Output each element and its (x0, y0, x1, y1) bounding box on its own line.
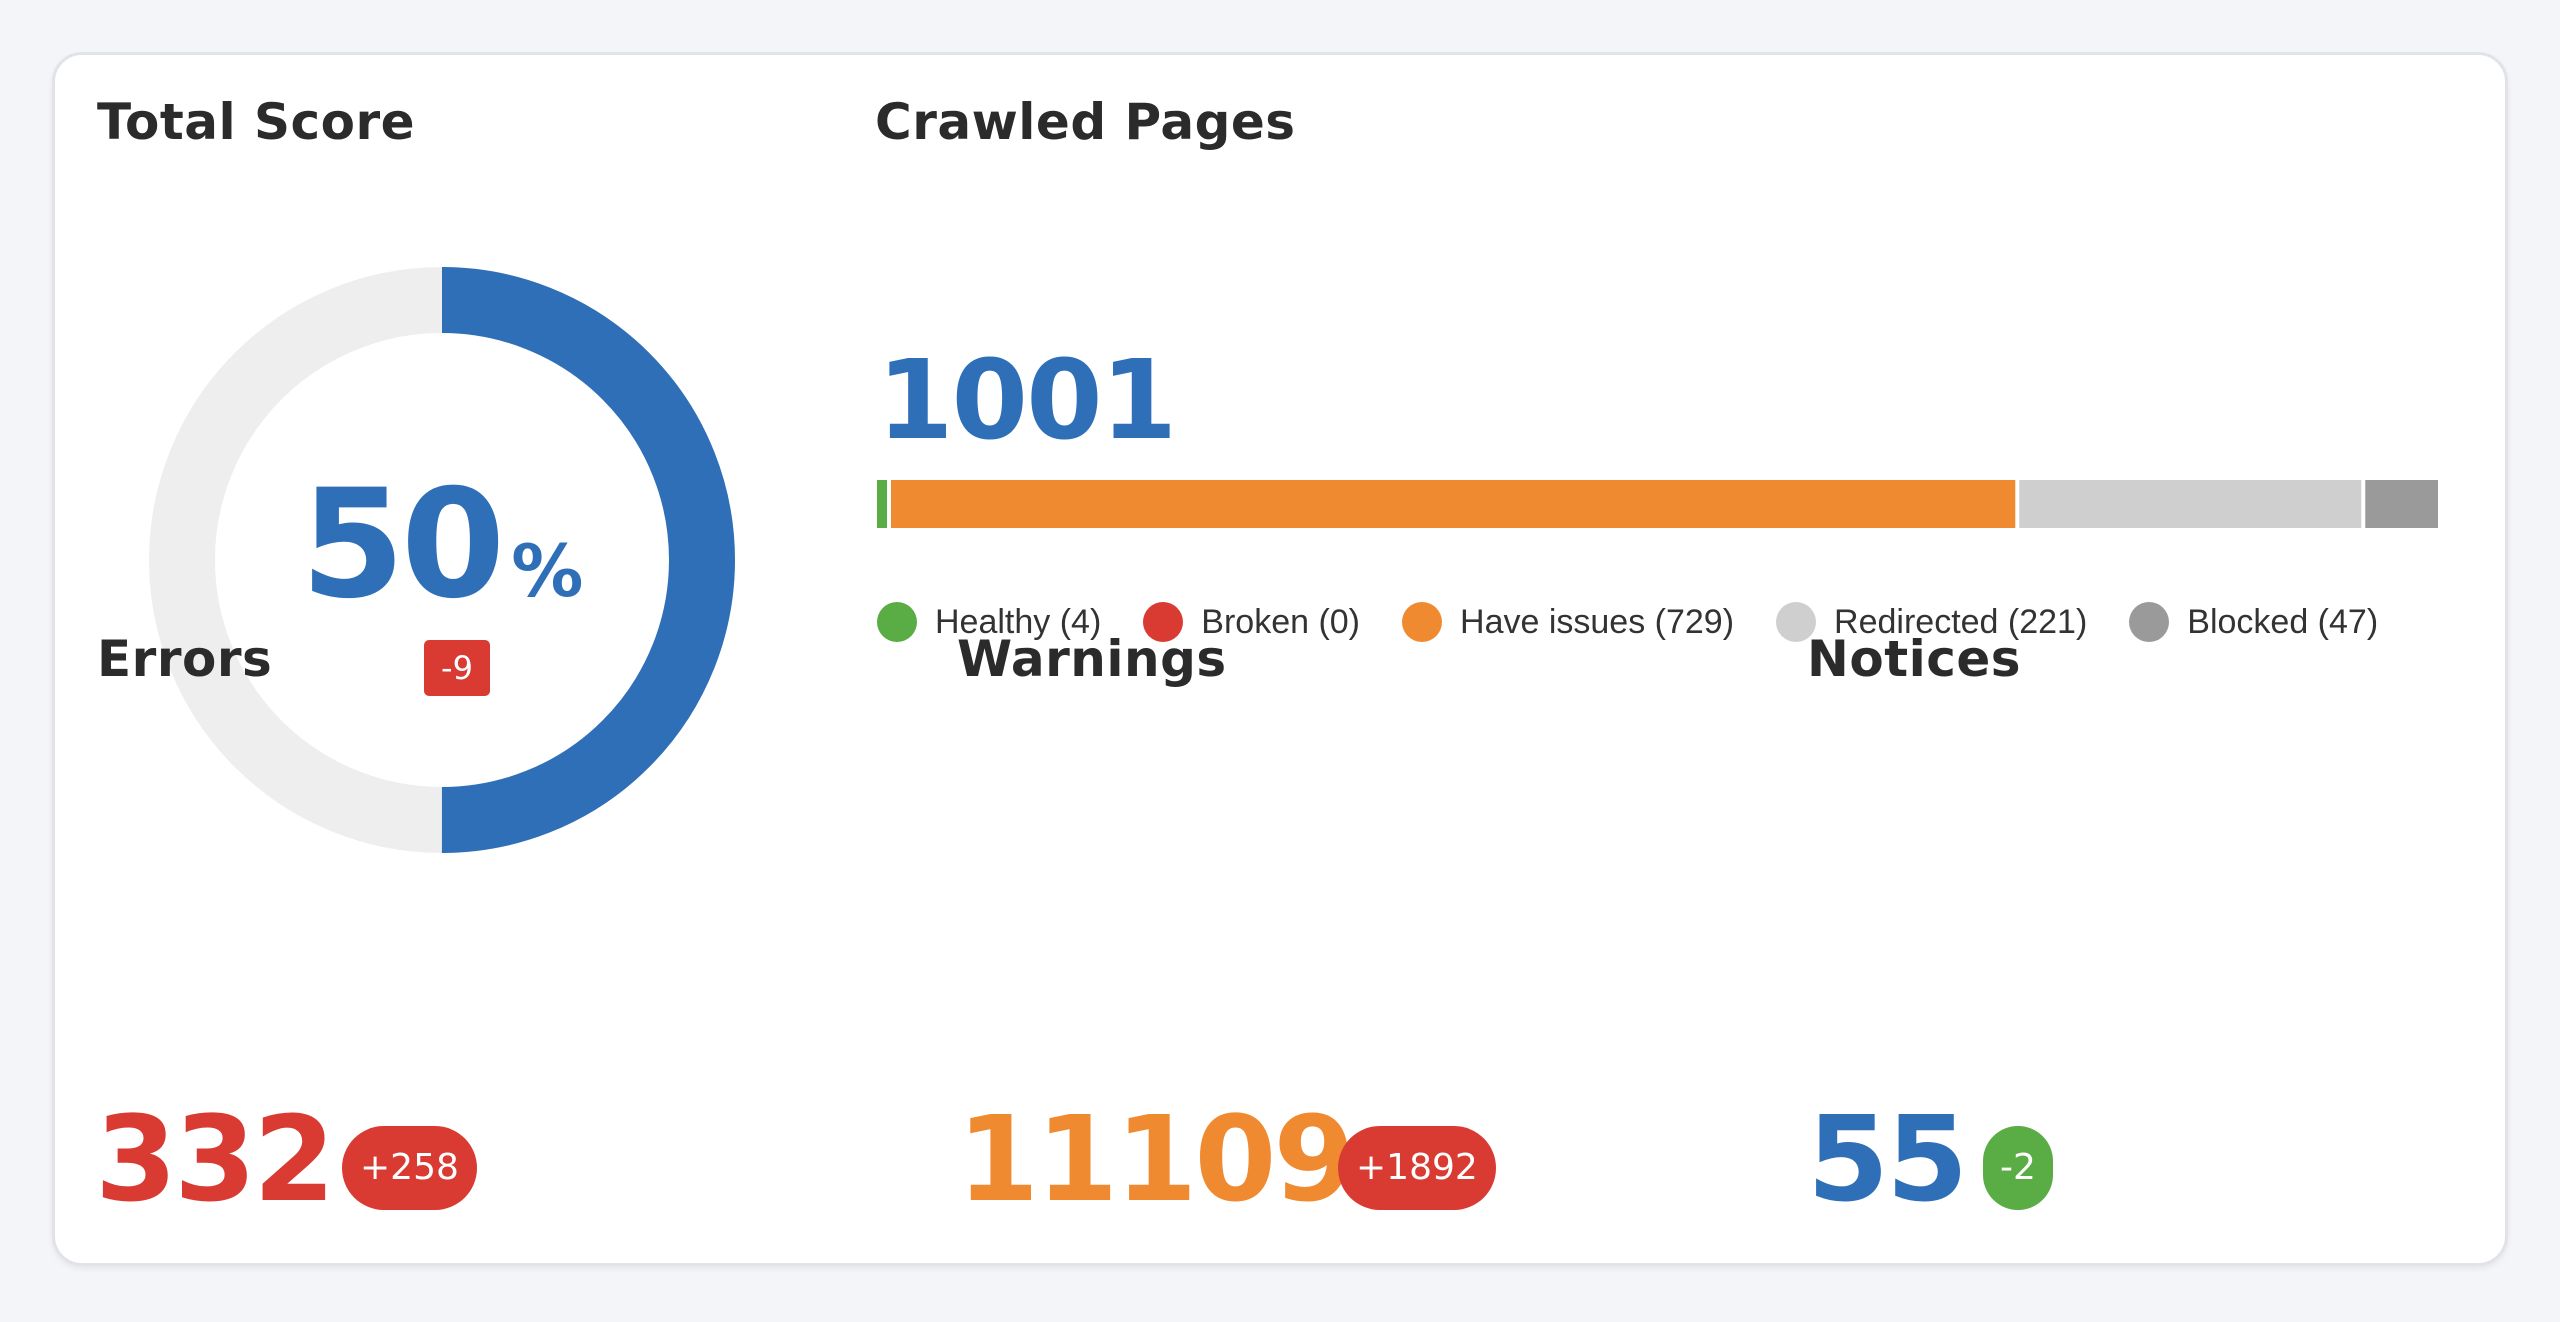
warnings-value[interactable]: 11109 (957, 1090, 1356, 1228)
score-donut-chart (149, 267, 735, 853)
warnings-title: Warnings (957, 630, 1227, 688)
notices-value[interactable]: 55 (1807, 1090, 1968, 1228)
bar-segment-have-issues[interactable] (891, 480, 2016, 528)
notices-title: Notices (1807, 630, 2022, 688)
errors-title: Errors (97, 630, 273, 688)
score-donut-arc (149, 267, 735, 853)
notices-delta-badge: -2 (1983, 1126, 2053, 1210)
legend-dot-icon (1776, 602, 1817, 642)
score-number: 50 (300, 458, 506, 632)
score-center: 50% -9 (147, 265, 737, 855)
bar-segment-blocked[interactable] (2365, 480, 2438, 528)
legend-dot-icon (1402, 602, 1443, 642)
errors-delta-badge: +258 (342, 1126, 477, 1210)
crawled-pages-bar (877, 480, 2438, 528)
bar-segment-redirected[interactable] (2019, 480, 2362, 528)
total-score-title: Total Score (97, 93, 416, 151)
score-value: 50% (147, 470, 737, 620)
crawled-pages-title: Crawled Pages (875, 93, 1296, 151)
warnings-delta-badge: +1892 (1338, 1126, 1496, 1210)
errors-value[interactable]: 332 (95, 1090, 335, 1228)
legend-dot-icon (2129, 602, 2170, 642)
legend-label: Blocked (47) (2187, 602, 2379, 641)
legend-label: Redirected (221) (1834, 602, 2088, 641)
site-audit-card: Total Score 50% -9 Crawled Pages 1001 He… (52, 52, 2508, 1266)
legend-dot-icon (877, 602, 917, 642)
legend-label: Healthy (4) (935, 602, 1102, 641)
crawled-pages-legend: Healthy (4) Broken (0) Have issues (729) Re… (877, 600, 2378, 644)
legend-item-have-issues[interactable]: Have issues (729) (1402, 602, 1734, 642)
bar-segment-healthy[interactable] (877, 480, 887, 528)
crawled-pages-total[interactable]: 1001 (877, 336, 1177, 464)
legend-item-blocked[interactable]: Blocked (47) (2129, 602, 2378, 642)
legend-item-healthy[interactable]: Healthy (4) (877, 602, 1101, 642)
legend-label: Broken (0) (1201, 602, 1361, 641)
score-unit: % (511, 529, 584, 613)
legend-label: Have issues (729) (1460, 602, 1735, 641)
legend-item-broken[interactable]: Broken (0) (1143, 602, 1360, 642)
score-donut: 50% -9 (147, 265, 737, 855)
legend-dot-icon (1143, 602, 1184, 642)
score-delta-badge: -9 (424, 640, 490, 696)
legend-item-redirected[interactable]: Redirected (221) (1776, 602, 2087, 642)
